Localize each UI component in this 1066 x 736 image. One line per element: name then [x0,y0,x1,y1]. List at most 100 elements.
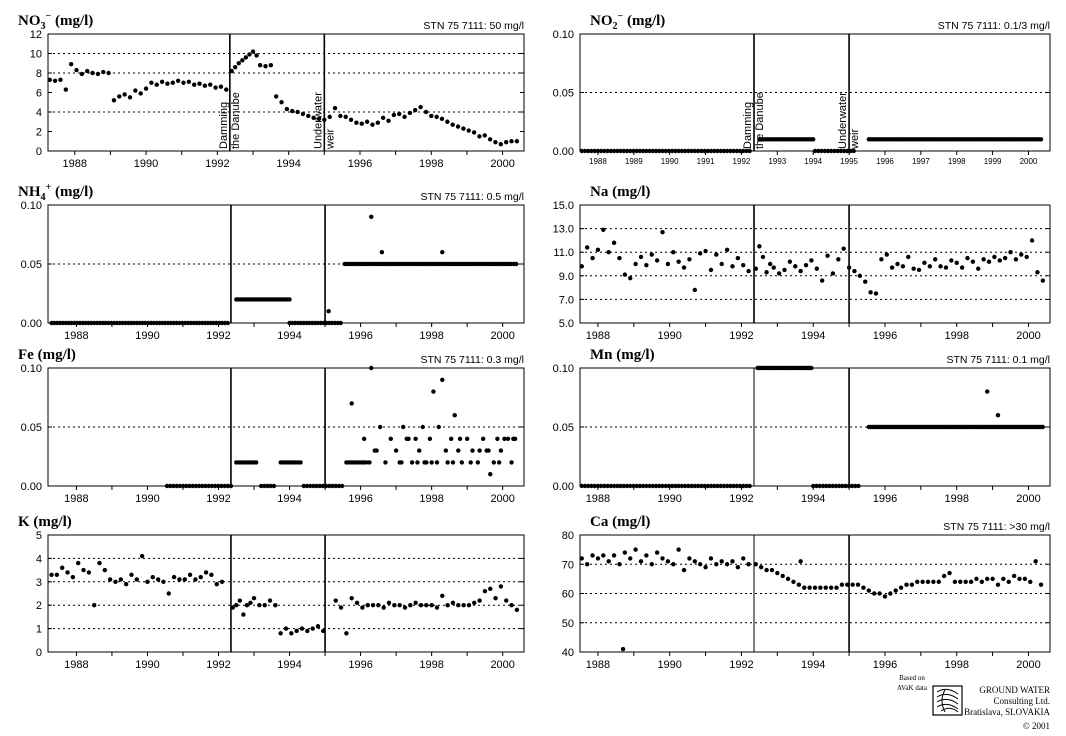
data-point [855,582,861,587]
data-point [436,424,441,430]
data-point [817,483,822,489]
chart-panel-4: Na (mg/l) 5.0 7.0 9.0 11.0 13.0 15.0 1988 1990 19… [553,184,1051,342]
data-point [457,436,463,441]
data-point [413,600,418,606]
data-point [828,585,834,590]
data-point [113,579,118,584]
data-point [638,254,644,260]
data-point [671,562,676,567]
x-tick-label: 1988 [62,158,86,170]
data-point [52,78,58,84]
data-point [671,250,676,255]
data-point [343,114,348,120]
data-point [336,483,342,489]
y-tick-label: 40 [562,647,574,659]
data-point [589,483,594,489]
data-point [1011,573,1017,579]
data-point [213,85,218,90]
data-point [679,483,685,489]
data-point [841,148,847,154]
data-point [598,483,604,489]
chart-title: Fe (mg/l) [18,347,76,363]
data-point [466,603,472,608]
x-tick-label: 1990 [135,659,159,671]
data-point [440,377,445,382]
x-tick-label: 1995 [840,157,858,166]
data-point [187,483,192,489]
y-tick-label: 5.0 [559,318,574,330]
data-point [60,565,65,570]
data-point [413,436,418,441]
data-point [511,436,516,441]
data-point [487,137,493,142]
data-point [771,265,776,270]
data-point [326,309,331,314]
data-point [650,148,656,154]
data-point [230,605,235,610]
data-point [63,87,69,92]
title-unit: (mg/l) [34,347,76,363]
data-point [203,570,209,575]
data-point [654,550,660,555]
data-point [670,483,675,489]
plot-frame [47,534,525,653]
x-tick-label: 1990 [657,493,681,505]
x-tick-label: 1994 [801,659,825,671]
data-point [456,603,461,608]
x-tick-label: 1994 [276,158,300,170]
data-point [253,460,259,465]
data-point [445,603,450,608]
data-point [787,259,793,264]
data-point [171,483,176,489]
data-point [644,262,649,268]
data-point [650,483,656,489]
data-point [718,148,723,154]
data-point [653,148,659,154]
data-point [730,559,735,564]
data-point [681,567,687,573]
data-point [753,562,759,567]
data-point [898,585,904,590]
data-point [418,603,424,608]
data-point [640,483,646,489]
data-point [367,460,372,465]
data-point [1038,582,1044,587]
x-tick-label: 1990 [134,158,158,170]
data-point [702,483,707,489]
company-line-2: Consulting Ltd. [993,696,1050,706]
data-point [692,483,698,489]
data-point [981,257,986,262]
data-point [257,62,263,68]
data-point [649,252,654,257]
title-subscript: 4 [41,192,46,203]
data-point [744,148,749,154]
standard-limit-label: STN 75 7111: 0.3 mg/l [421,354,525,366]
data-point [963,579,968,584]
data-point [835,148,840,154]
data-point [123,581,129,587]
data-point [187,572,193,577]
y-tick-label: 0.05 [21,259,42,271]
data-point [190,483,195,489]
data-point [879,257,884,262]
data-point [608,483,614,489]
chart-panel-5: Fe (mg/l) STN 75 7111: 0.3 mg/l 0.00 0.05 0.… [18,347,525,505]
data-point [845,148,850,154]
data-point [602,148,607,154]
data-point [167,483,173,489]
data-point [375,120,381,125]
data-point [439,116,445,122]
x-tick-label: 1997 [912,157,930,166]
data-point [448,436,454,441]
based-on-label: Based on [899,674,925,682]
data-point [237,598,243,603]
data-point [737,483,743,489]
data-point [514,139,520,144]
data-point [268,483,273,489]
data-point [624,148,630,154]
x-tick-label: 1992 [729,659,753,671]
data-point [1040,424,1046,430]
x-tick-label: 1992 [206,659,230,671]
chart-title: Mn (mg/l) [590,347,655,363]
data-point [816,148,821,154]
